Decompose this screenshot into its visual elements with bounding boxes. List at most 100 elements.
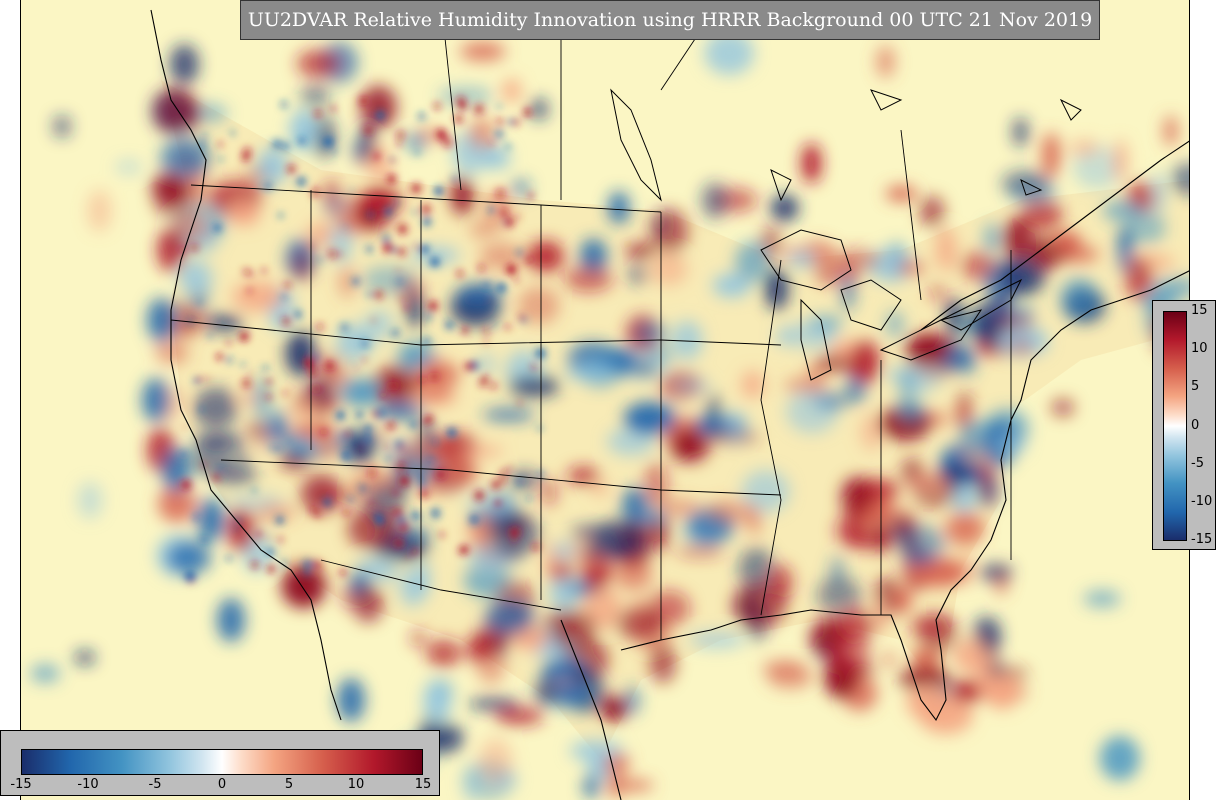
field-blob [669,430,710,463]
field-blob [463,765,479,800]
field-blob [946,511,985,546]
field-blob [339,265,356,299]
field-blob [77,481,103,519]
field-speckle [488,299,492,304]
field-speckle [376,407,387,418]
field-speckle [213,223,222,233]
field-blob [232,281,284,312]
field-blob [939,462,977,482]
field-speckle [489,382,498,390]
field-speckle [320,428,327,436]
field-speckle [313,353,320,360]
field-speckle [417,112,426,121]
field-blob [734,241,769,283]
field-blob [423,366,464,379]
field-speckle [287,164,296,174]
horizontal-colorbar-tick: -5 [148,777,162,792]
field-speckle [458,101,467,110]
field-blob [583,774,600,799]
field-blob [361,265,416,295]
field-blob [508,470,540,490]
field-blob [787,319,837,351]
field-speckle [389,332,394,337]
field-speckle [436,469,446,480]
field-blob [841,274,855,311]
field-speckle [421,216,432,227]
field-speckle [413,209,418,215]
field-speckle [490,479,502,491]
field-blob [601,696,627,722]
vertical-colorbar-tick: 5 [1191,379,1200,394]
field-speckle [339,322,349,333]
field-speckle [351,361,355,365]
field-speckle [193,514,200,521]
field-blob [364,309,394,340]
vertical-colorbar-tick: -15 [1191,532,1213,547]
field-blob [644,461,668,507]
horizontal-colorbar-tick: 10 [347,777,365,792]
field-blob [189,442,233,477]
field-blob [928,284,948,300]
field-blob [368,427,393,446]
field-speckle [473,103,485,115]
field-blob [169,44,199,85]
vertical-colorbar: 15 10 5 0 -5 -10 -15 [1152,300,1216,550]
field-speckle [496,117,505,126]
field-blob [954,402,971,421]
field-blob [456,445,504,457]
field-blob [479,737,513,783]
field-speckle [310,384,319,393]
field-blob [399,569,426,607]
field-speckle [241,378,252,388]
field-speckle [362,358,367,363]
field-blob [840,476,873,520]
field-speckle [351,277,360,286]
field-speckle [439,532,445,538]
field-speckle [502,220,507,225]
field-blob [608,764,623,800]
field-blob [859,413,884,451]
field-speckle [391,328,401,338]
field-speckle [415,150,420,155]
field-speckle [389,157,394,161]
field-blob [1020,199,1063,231]
horizontal-colorbar: -15 -10 -5 0 5 10 15 [0,730,440,796]
field-speckle [303,357,315,369]
field-speckle [359,96,368,106]
field-speckle [396,141,402,147]
field-speckle [374,153,380,160]
field-speckle [355,366,359,371]
field-blob [898,368,915,415]
field-speckle [281,559,288,566]
field-blob [1042,132,1060,178]
horizontal-colorbar-gradient [21,749,423,775]
field-blob [360,85,397,129]
field-blob [770,194,799,222]
field-speckle [527,192,534,199]
field-blob [1013,117,1028,147]
field-speckle [369,501,375,507]
field-blob [455,283,502,307]
field-speckle [281,293,287,299]
field-speckle [511,117,521,127]
field-blob [816,576,862,614]
field-speckle [531,363,537,370]
field-blob [935,227,957,272]
field-speckle [444,320,455,330]
field-blob [147,298,175,342]
horizontal-colorbar-tick: 15 [414,777,432,792]
field-blob [319,490,369,502]
field-speckle [235,517,242,525]
field-blob [291,423,337,438]
field-blob [1164,115,1178,147]
field-speckle [314,109,322,118]
field-speckle [355,410,364,419]
field-speckle [329,105,337,112]
field-blob [53,115,71,138]
field-blob [469,117,495,150]
field-speckle [428,301,438,311]
field-speckle [429,256,440,268]
field-speckle [430,507,441,519]
field-speckle [511,538,516,544]
field-speckle [185,450,190,455]
